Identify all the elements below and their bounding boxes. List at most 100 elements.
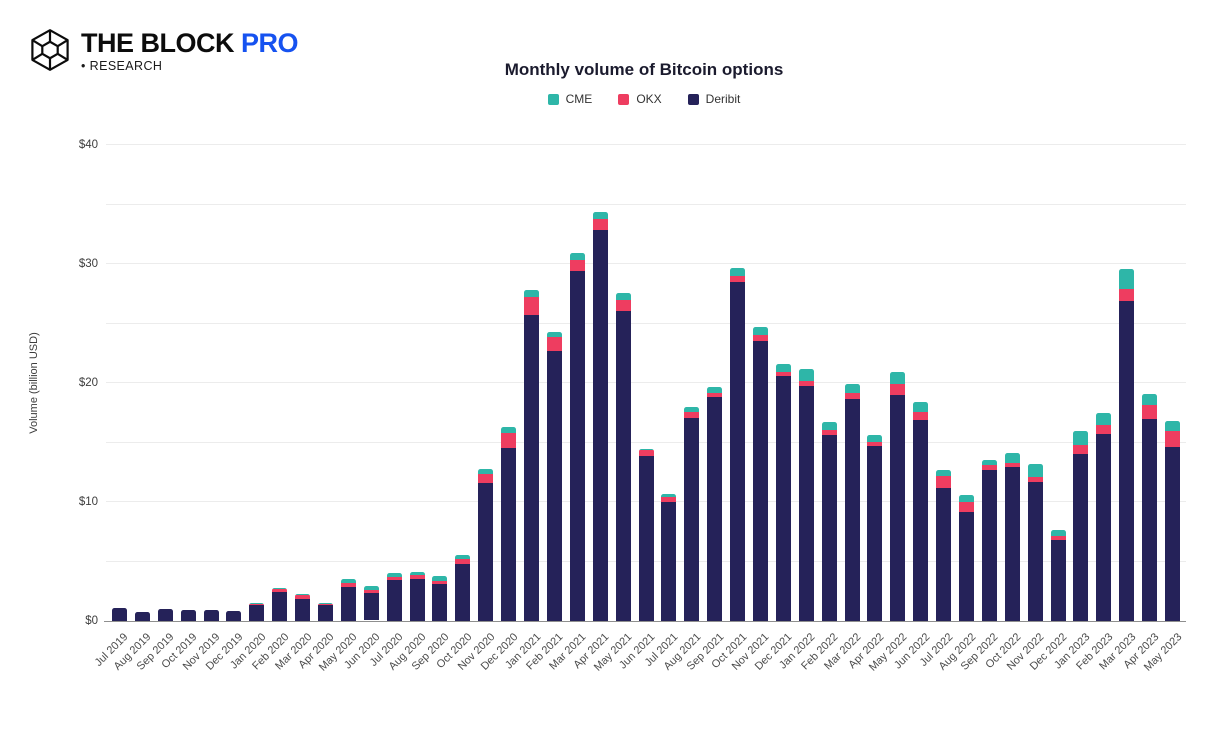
bar-may-2021[interactable] [615,293,631,621]
bar-aug-2022[interactable] [959,495,974,621]
bar-jul-2021[interactable] [661,494,677,621]
bar-nov-2019[interactable] [203,610,219,621]
bar-segment-deribit [157,609,173,621]
bar-sep-2021[interactable] [707,387,723,621]
bar-segment-okx [1073,444,1089,454]
bar-oct-2021[interactable] [730,268,746,621]
bar-segment-deribit [546,351,562,621]
bar-segment-cme [752,327,768,336]
bar-segment-okx [844,392,860,399]
bar-segment-okx [936,475,952,488]
bar-may-2023[interactable] [1165,421,1181,621]
bar-may-2022[interactable] [890,372,906,621]
bar-segment-cme [592,212,608,219]
bar-jul-2019[interactable] [111,608,127,621]
bar-jan-2020[interactable] [249,603,265,621]
bar-apr-2020[interactable] [317,603,333,621]
bar-segment-okx [638,450,654,456]
bar-apr-2023[interactable] [1142,394,1158,621]
bar-oct-2019[interactable] [180,610,196,621]
bar-segment-okx [981,465,997,471]
bar-segment-deribit [775,376,791,621]
bar-segment-okx [317,603,333,606]
bar-jun-2022[interactable] [913,402,929,621]
gridline-35 [106,203,1186,205]
bar-may-2020[interactable] [340,579,356,621]
bar-segment-cme [913,402,929,413]
bar-oct-2020[interactable] [455,555,471,621]
bar-feb-2023[interactable] [1096,413,1112,621]
bar-sep-2019[interactable] [157,609,173,621]
bar-aug-2019[interactable] [134,612,150,621]
bar-segment-cme [1073,431,1089,445]
bar-segment-cme [821,422,837,431]
bar-segment-okx [409,574,425,580]
bar-apr-2022[interactable] [867,435,883,621]
bar-segment-deribit [111,608,127,621]
the-block-logo: THE BLOCK PRO • RESEARCH [28,28,299,73]
bar-segment-deribit [272,591,288,621]
bar-segment-deribit [1027,481,1043,621]
bar-mar-2023[interactable] [1119,269,1135,621]
bar-segment-deribit [844,398,860,621]
bar-jul-2022[interactable] [936,470,952,621]
bar-aug-2020[interactable] [409,572,425,621]
bar-nov-2022[interactable] [1027,464,1043,621]
bar-segment-cme [455,555,471,560]
bar-segment-cme [363,586,379,591]
bar-dec-2022[interactable] [1050,530,1066,621]
legend-swatch-cme [547,93,559,105]
bar-segment-okx [959,502,974,512]
bar-oct-2022[interactable] [1004,453,1020,621]
bar-dec-2020[interactable] [501,427,517,621]
bar-segment-cme [317,603,333,604]
bar-segment-okx [1050,535,1066,541]
bar-jun-2021[interactable] [638,449,654,621]
legend-swatch-deribit [687,93,699,105]
bar-segment-cme [867,435,883,442]
bar-jan-2021[interactable] [524,290,540,621]
bar-segment-okx [821,430,837,436]
bar-segment-deribit [707,397,723,621]
legend-item-cme[interactable]: CME [547,92,592,106]
bar-segment-cme [981,460,997,466]
bar-segment-okx [501,432,517,449]
gridline-20 [106,382,1186,383]
bar-segment-cme [798,369,814,381]
bar-feb-2020[interactable] [272,588,288,621]
bar-mar-2020[interactable] [295,594,311,621]
bar-sep-2022[interactable] [981,460,997,621]
block-cube-icon [28,28,72,72]
bar-jan-2022[interactable] [798,369,814,621]
bar-sep-2020[interactable] [432,576,448,621]
bar-segment-deribit [821,435,837,621]
bar-feb-2021[interactable] [546,332,562,621]
logo-pro-badge: PRO [241,28,299,58]
bar-dec-2021[interactable] [775,364,791,621]
bar-mar-2021[interactable] [569,253,585,621]
bar-segment-deribit [134,612,150,621]
legend-label: Deribit [705,92,741,106]
bar-dec-2019[interactable] [226,611,242,621]
bar-mar-2022[interactable] [844,384,860,621]
bar-nov-2021[interactable] [752,327,768,621]
bar-segment-okx [546,336,562,352]
bar-segment-cme [249,603,265,604]
bar-segment-cme [936,470,952,476]
bar-jun-2020[interactable] [363,586,379,621]
bar-segment-okx [913,412,929,420]
legend-item-deribit[interactable]: Deribit [687,92,741,106]
bar-jul-2020[interactable] [386,573,402,621]
bar-segment-okx [1096,425,1112,434]
bar-apr-2021[interactable] [592,212,608,621]
bar-segment-cme [569,253,585,261]
bar-segment-cme [546,332,562,337]
legend-item-okx[interactable]: OKX [618,92,662,106]
bar-aug-2021[interactable] [684,407,700,621]
bar-segment-okx [684,411,700,418]
bar-jan-2023[interactable] [1073,431,1089,621]
bar-segment-cme [295,594,311,595]
bar-nov-2020[interactable] [478,469,494,621]
bar-feb-2022[interactable] [821,422,837,621]
